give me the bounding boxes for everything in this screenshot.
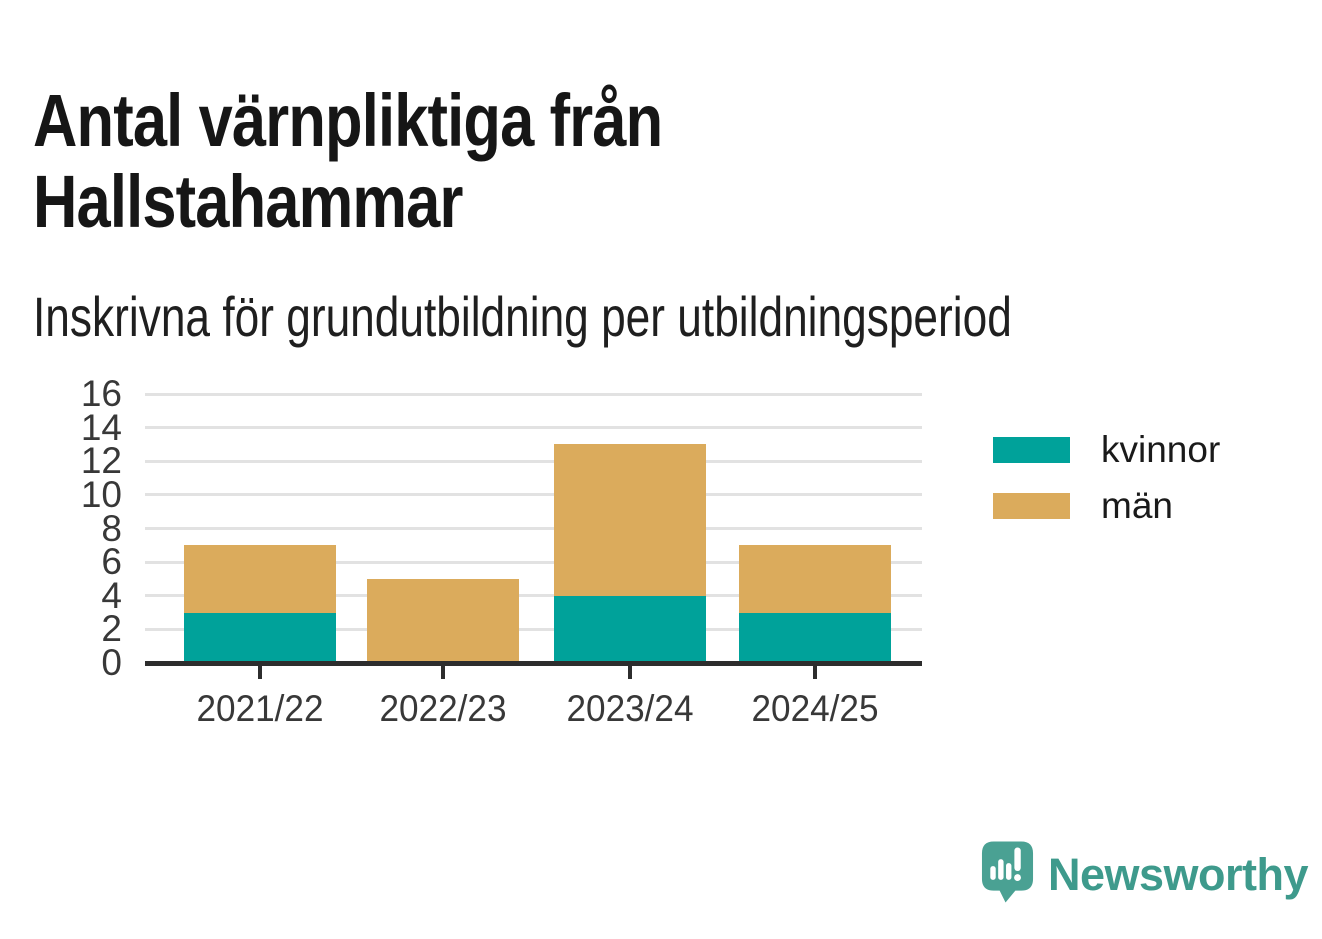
chart-subtitle: Inskrivna för grundutbildning per utbild… bbox=[33, 285, 1012, 348]
y-axis-tick-label: 10 bbox=[80, 473, 122, 515]
newsworthy-logo: Newsworthy bbox=[980, 839, 1309, 910]
legend-label: kvinnor bbox=[1101, 429, 1221, 470]
y-axis-tick-label: 2 bbox=[101, 608, 122, 650]
y-axis-tick-label: 12 bbox=[80, 440, 122, 482]
gridline bbox=[145, 527, 922, 530]
x-axis-tick bbox=[813, 665, 817, 679]
y-axis-tick-label: 4 bbox=[101, 574, 122, 616]
gridline bbox=[145, 627, 922, 631]
bar-segment-män-2021/22 bbox=[184, 545, 336, 613]
y-axis-tick-label: 0 bbox=[101, 642, 122, 683]
gridline bbox=[145, 426, 922, 430]
x-axis-tick bbox=[441, 665, 445, 679]
gridline bbox=[145, 560, 922, 564]
x-axis-tick bbox=[258, 665, 262, 679]
gridline bbox=[145, 392, 922, 396]
newsworthy-speech-bubble-bar-chart-icon bbox=[980, 839, 1035, 910]
x-axis-tick-label: 2023/24 bbox=[566, 688, 694, 729]
legend: kvinnor män bbox=[993, 428, 1220, 528]
y-axis-tick-label: 14 bbox=[80, 406, 122, 448]
bar-segment-män-2023/24 bbox=[554, 444, 706, 596]
x-axis-tick-label: 2021/22 bbox=[196, 688, 324, 729]
y-axis-tick-label: 16 bbox=[80, 373, 122, 414]
x-axis-tick-label: 2024/25 bbox=[751, 688, 879, 729]
gridline bbox=[145, 594, 922, 598]
bar-segment-män-2024/25 bbox=[739, 545, 891, 613]
legend-swatch-män bbox=[993, 493, 1070, 519]
bar-segment-kvinnor-2024/25 bbox=[739, 612, 891, 663]
brand-name: Newsworthy bbox=[1048, 848, 1309, 900]
y-axis-tick-label: 8 bbox=[101, 507, 122, 549]
x-axis-tick-label: 2022/23 bbox=[379, 688, 507, 729]
legend-label: män bbox=[1101, 485, 1173, 526]
x-axis-tick bbox=[628, 665, 632, 679]
bar-segment-kvinnor-2023/24 bbox=[554, 595, 706, 663]
bar-segment-kvinnor-2021/22 bbox=[184, 612, 336, 663]
x-axis-line bbox=[145, 660, 922, 666]
y-axis-tick-label: 6 bbox=[101, 541, 122, 583]
legend-swatch-kvinnor bbox=[993, 437, 1070, 463]
bar-segment-män-2022/23 bbox=[367, 578, 519, 663]
legend-item-män: män bbox=[993, 484, 1220, 528]
gridline bbox=[145, 493, 922, 497]
legend-item-kvinnor: kvinnor bbox=[993, 428, 1220, 472]
gridline bbox=[145, 459, 922, 463]
chart-title: Antal värnpliktiga från Hallstahammar bbox=[33, 78, 663, 243]
